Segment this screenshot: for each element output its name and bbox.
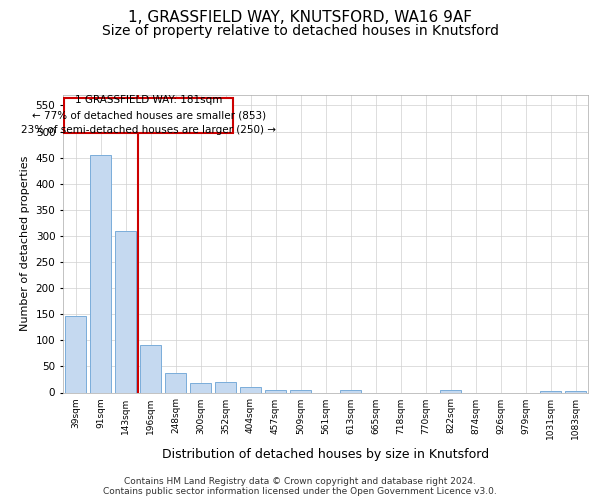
Bar xyxy=(540,391,561,392)
Bar xyxy=(140,345,161,393)
Bar xyxy=(340,390,361,392)
Bar xyxy=(215,382,236,392)
FancyBboxPatch shape xyxy=(64,98,233,132)
Bar xyxy=(165,372,186,392)
Text: 1 GRASSFIELD WAY: 181sqm
← 77% of detached houses are smaller (853)
23% of semi-: 1 GRASSFIELD WAY: 181sqm ← 77% of detach… xyxy=(21,96,276,135)
Text: 1, GRASSFIELD WAY, KNUTSFORD, WA16 9AF: 1, GRASSFIELD WAY, KNUTSFORD, WA16 9AF xyxy=(128,10,472,25)
Bar xyxy=(115,230,136,392)
Bar xyxy=(565,391,586,392)
Bar xyxy=(190,382,211,392)
X-axis label: Distribution of detached houses by size in Knutsford: Distribution of detached houses by size … xyxy=(162,448,489,461)
Bar xyxy=(265,390,286,392)
Bar xyxy=(90,155,111,392)
Y-axis label: Number of detached properties: Number of detached properties xyxy=(20,156,30,332)
Text: Size of property relative to detached houses in Knutsford: Size of property relative to detached ho… xyxy=(101,24,499,38)
Bar xyxy=(440,390,461,392)
Bar xyxy=(240,388,261,392)
Bar xyxy=(290,390,311,392)
Text: Contains HM Land Registry data © Crown copyright and database right 2024.
Contai: Contains HM Land Registry data © Crown c… xyxy=(103,476,497,496)
Bar xyxy=(65,316,86,392)
